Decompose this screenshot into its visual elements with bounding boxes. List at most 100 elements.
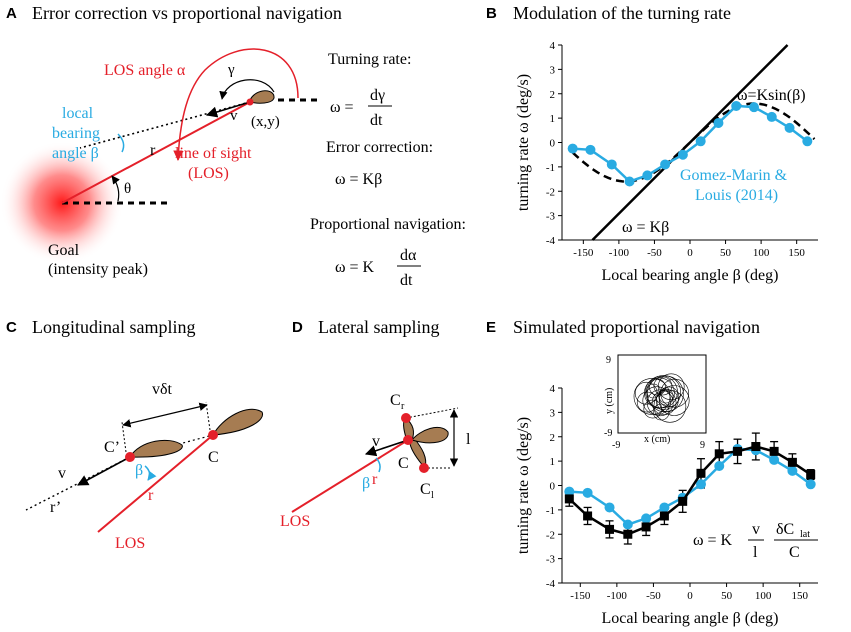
c-prime-label: C’ <box>104 439 120 456</box>
inset-loop <box>642 386 672 416</box>
panel-b: B Modulation of the turning rate -4-3-2-… <box>486 3 818 284</box>
velocity-label: v <box>372 433 380 450</box>
chart-b-data-point <box>642 170 653 181</box>
panel-b-letter: B <box>486 5 497 22</box>
inset-loop <box>660 378 690 408</box>
larva-body <box>249 90 275 104</box>
chart-b-ytick-label: 4 <box>550 40 556 52</box>
chart-e-xtick-label: -150 <box>570 590 591 602</box>
chart-e-simulation-point <box>733 446 743 456</box>
turning-rate-lhs: ω = <box>330 99 354 116</box>
chart-e-simulation-point <box>696 468 706 478</box>
chart-e-simulation-point <box>678 496 688 506</box>
proportional-navigation-heading: Proportional navigation: <box>310 216 466 233</box>
inset-y-label: y (cm) <box>604 388 615 414</box>
chart-b-data-point <box>677 149 688 160</box>
sine-curve-label: ω=Ksin(β) <box>737 87 806 104</box>
chart-b-ytick-label: 1 <box>550 113 556 125</box>
chart-e-data-point <box>641 513 652 524</box>
chart-e-data-point <box>695 479 706 490</box>
chart-b-sine-series <box>571 102 816 183</box>
chart-e-ytick-label: 1 <box>550 456 556 468</box>
sample-marker-back <box>121 421 127 453</box>
chart-e-data-point <box>659 502 670 513</box>
chart-e-simulation-point <box>564 494 574 504</box>
chart-e-ytick-label: 4 <box>550 383 556 395</box>
sample-point-c <box>208 430 218 440</box>
los-label: LOS <box>280 513 310 530</box>
cr-subscript: r <box>401 401 405 412</box>
heading-extension <box>79 101 251 149</box>
inset-loop <box>658 385 690 416</box>
chart-e-simulation-point <box>751 442 761 451</box>
chart-e-x-label: Local bearing angle β (deg) <box>602 610 779 627</box>
chart-e-ytick-label: 0 <box>550 481 556 493</box>
panel-e-letter: E <box>486 319 496 336</box>
beta-arc <box>144 465 157 481</box>
chart-e-xtick-label: -50 <box>646 590 661 602</box>
chart-e-xtick-label: 0 <box>687 590 693 602</box>
local-label: local <box>62 105 94 122</box>
distance-r-label: r <box>150 142 156 159</box>
chart-b-ytick-label: -1 <box>546 162 555 174</box>
beta-arc <box>117 133 125 153</box>
chart-b-ytick-label: -4 <box>546 235 556 247</box>
chart-b-data-point <box>802 136 813 147</box>
sample-point-cl <box>419 463 429 473</box>
chart-b-xtick-label: 100 <box>753 247 770 259</box>
cl-subscript: l <box>431 490 434 501</box>
chart-b-ytick-label: 2 <box>550 89 556 101</box>
panel-a-letter: A <box>6 5 17 22</box>
chart-e-data-point <box>622 519 633 530</box>
displacement-line <box>129 434 214 458</box>
sample-marker-front <box>205 401 211 431</box>
chart-e-simulation-point <box>641 522 651 532</box>
chart-b-ytick-label: 3 <box>550 64 556 76</box>
gamma-arc <box>219 79 275 100</box>
inset-ytick-top: 9 <box>606 355 611 366</box>
velocity-arrow <box>364 439 409 457</box>
proportional-navigation-lhs: ω = K <box>335 259 375 276</box>
los-line <box>291 439 409 513</box>
chart-e-simulation-point <box>806 470 816 480</box>
inset-loop <box>646 383 661 399</box>
line-of-sight <box>61 101 251 204</box>
formula-c: C <box>789 544 800 561</box>
beta-arc <box>375 457 381 473</box>
chart-e-ytick-label: -4 <box>546 578 556 590</box>
inset-loop <box>633 378 671 415</box>
upper-bound-line <box>405 407 459 419</box>
chart-e-ytick-label: 3 <box>550 407 556 419</box>
dalpha-numerator: dα <box>400 247 417 264</box>
panel-e-title: Simulated proportional navigation <box>513 317 760 337</box>
formula-lhs: ω = K <box>693 532 733 549</box>
goal-label: Goal <box>48 242 80 259</box>
data-source-label-1: Gomez-Marin & <box>680 167 788 184</box>
inset-loop <box>636 391 658 413</box>
panel-d-letter: D <box>292 319 303 336</box>
inset-loop <box>657 373 685 401</box>
cr-label: C <box>390 392 401 409</box>
chart-b-ytick-label: -3 <box>546 211 556 223</box>
cl-label: C <box>420 481 431 498</box>
chart-b-xtick-label: -50 <box>647 247 662 259</box>
dt2-denominator: dt <box>400 272 413 289</box>
chart-b-data-point <box>606 159 617 170</box>
theta-arc <box>111 175 120 202</box>
panel-d: D Lateral sampling C r C C l l v β r LOS <box>280 317 471 530</box>
chart-e-xtick-label: 50 <box>721 590 733 602</box>
los-label: LOS <box>115 535 145 552</box>
chart-b-linear-series <box>591 44 789 241</box>
inset-trajectory-plot: 9 -9 -9 9 x (cm) y (cm) <box>604 354 707 451</box>
data-source-label-2: Louis (2014) <box>695 187 778 204</box>
panel-c: C Longitudinal sampling vδt C’ C v β r r… <box>6 317 264 552</box>
inset-ytick-bottom: -9 <box>604 428 612 439</box>
inset-loop <box>643 399 663 419</box>
chart-b-xtick-label: -100 <box>609 247 630 259</box>
inset-loop <box>644 377 675 409</box>
chart-b-data-point <box>731 100 742 111</box>
chart-b-ytick-label: 0 <box>550 138 556 150</box>
error-correction-heading: Error correction: <box>326 139 433 156</box>
formula-v: v <box>752 521 760 538</box>
inset-xtick-right: 9 <box>700 440 705 451</box>
